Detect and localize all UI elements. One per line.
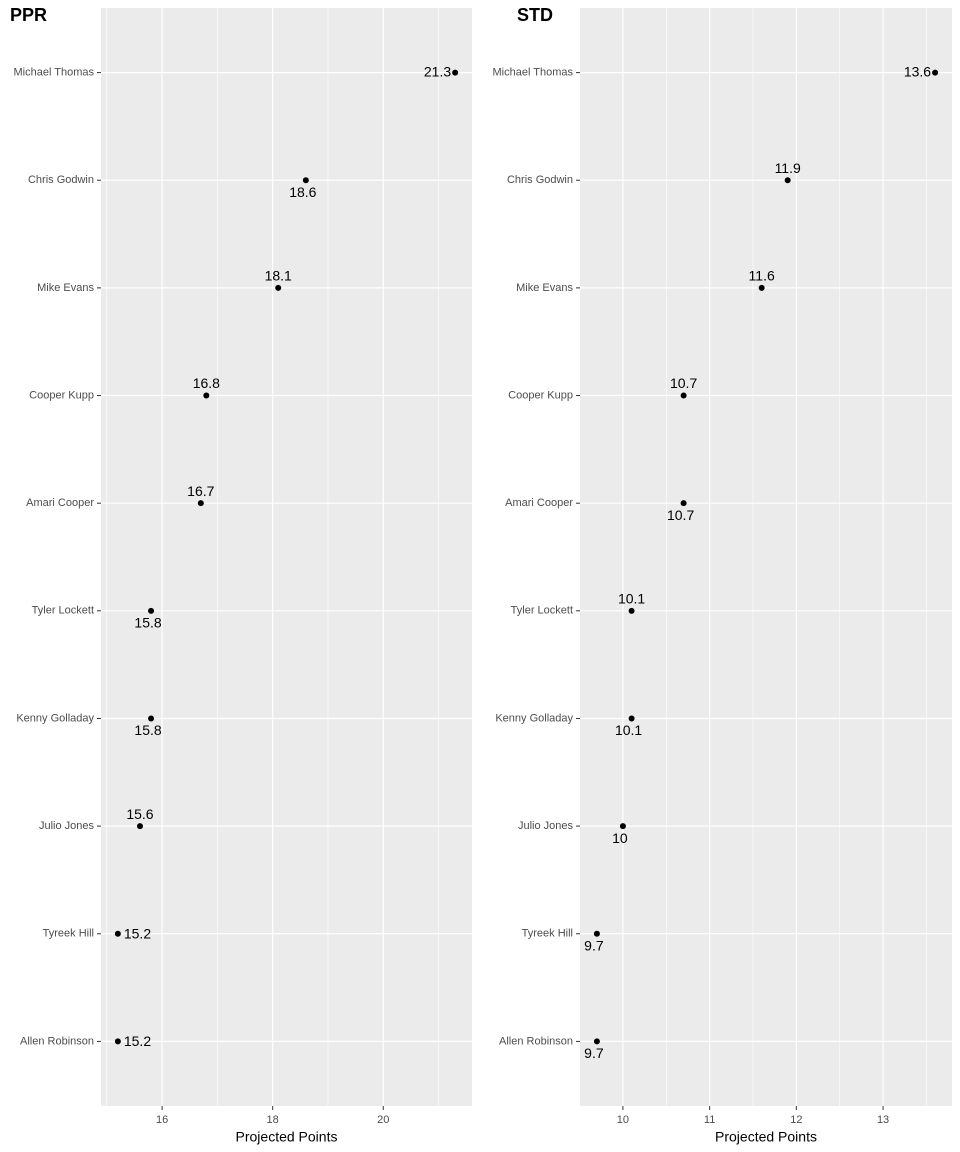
x-tick-label: 20 bbox=[377, 1114, 389, 1126]
x-axis-title: Projected Points bbox=[715, 1129, 817, 1145]
x-tick-label: 16 bbox=[156, 1114, 168, 1126]
value-label: 11.6 bbox=[749, 268, 775, 284]
y-tick-label: Chris Godwin bbox=[507, 174, 573, 186]
value-label: 16.7 bbox=[187, 483, 214, 499]
point bbox=[680, 500, 687, 507]
point bbox=[593, 930, 600, 937]
point bbox=[197, 500, 204, 507]
point bbox=[114, 1038, 121, 1045]
value-label: 21.3 bbox=[424, 63, 451, 79]
value-label: 15.2 bbox=[124, 1033, 151, 1049]
point bbox=[680, 392, 687, 399]
value-label: 18.1 bbox=[265, 268, 292, 284]
y-tick-label: Allen Robinson bbox=[499, 1035, 573, 1047]
point bbox=[452, 69, 459, 76]
point bbox=[628, 715, 635, 722]
point bbox=[302, 177, 309, 184]
value-label: 15.2 bbox=[124, 925, 151, 941]
y-tick-label: Julio Jones bbox=[39, 820, 95, 832]
y-tick-label: Allen Robinson bbox=[20, 1035, 94, 1047]
point bbox=[932, 69, 939, 76]
value-label: 10 bbox=[612, 830, 628, 846]
point bbox=[593, 1038, 600, 1045]
point bbox=[148, 607, 155, 614]
point bbox=[203, 392, 210, 399]
y-tick-label: Cooper Kupp bbox=[508, 389, 573, 401]
x-tick-label: 13 bbox=[877, 1114, 889, 1126]
point bbox=[136, 823, 143, 830]
y-tick-label: Tyreek Hill bbox=[43, 928, 94, 940]
panel-title: PPR bbox=[10, 5, 47, 25]
point bbox=[784, 177, 791, 184]
point bbox=[628, 607, 635, 614]
y-tick-label: Mike Evans bbox=[37, 282, 94, 294]
value-label: 11.9 bbox=[775, 160, 801, 176]
x-tick-label: 11 bbox=[704, 1114, 715, 1126]
value-label: 10.7 bbox=[667, 507, 694, 523]
point bbox=[758, 284, 765, 291]
y-tick-label: Amari Cooper bbox=[505, 497, 573, 509]
value-label: 9.7 bbox=[584, 1045, 604, 1061]
y-tick-label: Tyler Lockett bbox=[511, 605, 573, 617]
y-tick-label: Tyler Lockett bbox=[32, 605, 94, 617]
point bbox=[619, 823, 626, 830]
x-tick-label: 10 bbox=[617, 1114, 629, 1126]
panel-title: STD bbox=[517, 5, 553, 25]
y-tick-label: Kenny Golladay bbox=[495, 712, 573, 724]
y-tick-label: Tyreek Hill bbox=[522, 928, 573, 940]
value-label: 16.8 bbox=[193, 375, 220, 391]
value-label: 10.7 bbox=[670, 375, 697, 391]
y-tick-label: Kenny Golladay bbox=[16, 712, 94, 724]
value-label: 10.1 bbox=[615, 722, 642, 738]
y-tick-label: Michael Thomas bbox=[14, 66, 95, 78]
value-label: 15.8 bbox=[134, 722, 161, 738]
x-axis-title: Projected Points bbox=[236, 1129, 338, 1145]
x-tick-label: 12 bbox=[790, 1114, 802, 1126]
value-label: 13.6 bbox=[904, 63, 931, 79]
point bbox=[114, 930, 121, 937]
y-tick-label: Cooper Kupp bbox=[29, 389, 94, 401]
point bbox=[275, 284, 282, 291]
panel-background bbox=[101, 8, 472, 1106]
y-tick-label: Chris Godwin bbox=[28, 174, 94, 186]
y-tick-label: Michael Thomas bbox=[493, 66, 574, 78]
value-label: 10.1 bbox=[618, 591, 645, 607]
x-tick-label: 18 bbox=[267, 1114, 279, 1126]
panel-background bbox=[580, 8, 952, 1106]
value-label: 15.6 bbox=[126, 806, 153, 822]
value-label: 18.6 bbox=[289, 184, 316, 200]
y-tick-label: Mike Evans bbox=[516, 282, 573, 294]
point bbox=[148, 715, 155, 722]
value-label: 15.8 bbox=[134, 615, 161, 631]
y-tick-label: Amari Cooper bbox=[26, 497, 94, 509]
value-label: 9.7 bbox=[584, 937, 604, 953]
y-tick-label: Julio Jones bbox=[518, 820, 574, 832]
